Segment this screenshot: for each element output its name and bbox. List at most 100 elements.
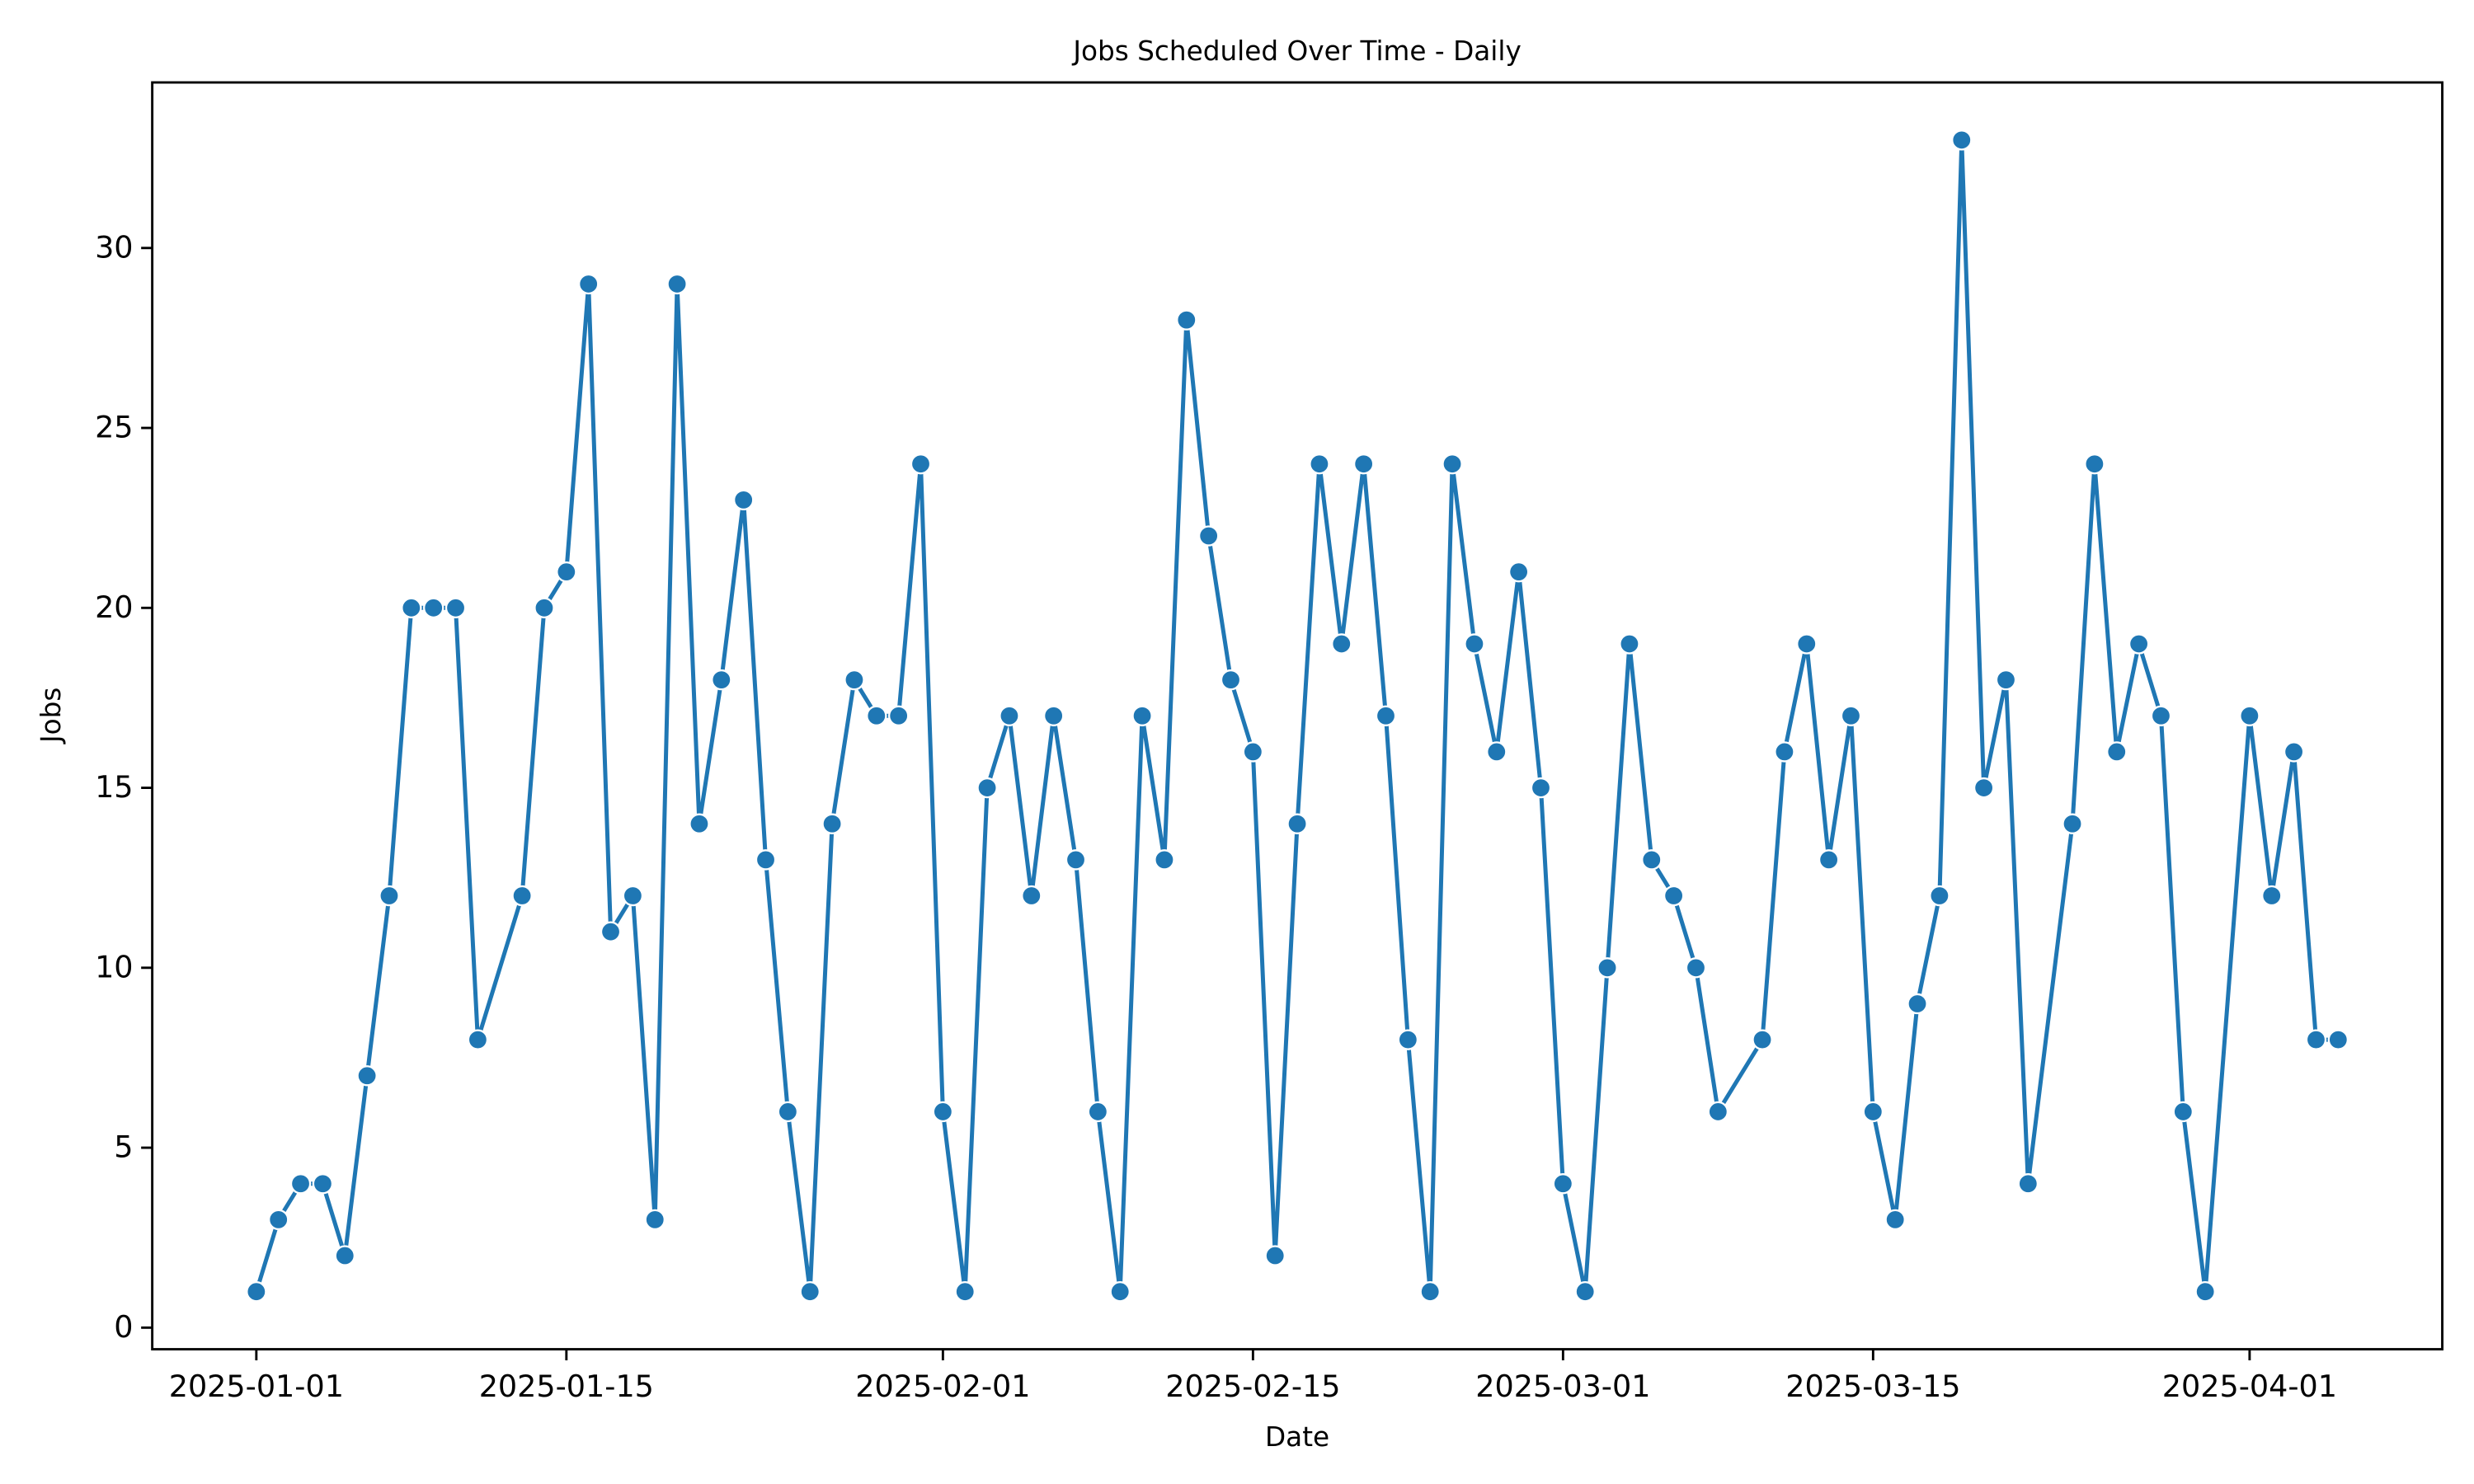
data-point — [755, 849, 777, 871]
data-point — [1486, 741, 1507, 763]
data-point — [1397, 1029, 1419, 1050]
data-point — [666, 273, 688, 295]
data-point — [777, 1101, 799, 1123]
data-point — [444, 597, 467, 619]
data-point — [1840, 705, 1862, 726]
data-point — [467, 1029, 489, 1050]
data-point — [1464, 633, 1485, 655]
data-point — [932, 1101, 954, 1123]
data-point — [910, 453, 932, 475]
data-point — [622, 885, 644, 907]
data-point — [1309, 453, 1330, 475]
data-point — [2084, 453, 2105, 475]
data-point — [2062, 813, 2083, 834]
data-point — [1087, 1101, 1109, 1123]
y-tick-label: 0 — [114, 1309, 133, 1345]
data-point — [1862, 1101, 1884, 1123]
y-tick-label: 30 — [95, 229, 133, 265]
data-point — [422, 597, 444, 619]
data-point — [356, 1065, 378, 1087]
data-point — [1552, 1173, 1574, 1195]
data-point — [2106, 741, 2128, 763]
data-point — [1619, 633, 1640, 655]
data-point — [577, 273, 600, 295]
data-point — [2239, 705, 2260, 726]
data-point — [1264, 1245, 1286, 1266]
data-point — [732, 489, 755, 511]
data-point — [1973, 777, 1995, 799]
x-tick-label: 2025-02-01 — [855, 1369, 1030, 1404]
x-tick-label: 2025-02-15 — [1165, 1369, 1340, 1404]
data-point — [1995, 669, 2017, 691]
data-point — [1375, 705, 1397, 726]
data-point — [821, 813, 843, 834]
data-point — [1065, 849, 1087, 871]
data-point — [1929, 885, 1950, 907]
data-point — [844, 669, 865, 691]
data-point — [1109, 1281, 1131, 1303]
data-point — [268, 1209, 289, 1231]
y-axis-label: Jobs — [35, 688, 67, 744]
data-point — [1707, 1101, 1729, 1123]
data-point — [1641, 849, 1663, 871]
data-point — [1597, 957, 1618, 979]
data-point — [644, 1209, 666, 1231]
data-point — [866, 705, 887, 726]
data-point — [534, 597, 555, 619]
data-point — [1154, 849, 1175, 871]
data-point — [1331, 633, 1352, 655]
data-point — [2194, 1281, 2216, 1303]
data-point — [2017, 1173, 2039, 1195]
data-point — [1907, 993, 1928, 1015]
data-point — [511, 885, 533, 907]
data-point — [1242, 741, 1264, 763]
data-point — [334, 1245, 355, 1266]
data-point — [711, 669, 732, 691]
data-point — [2327, 1029, 2349, 1050]
data-point — [1131, 705, 1153, 726]
data-point — [1818, 849, 1840, 871]
data-point — [246, 1281, 267, 1303]
data-point — [1530, 777, 1552, 799]
y-tick-label: 10 — [95, 949, 133, 984]
y-tick-label: 5 — [114, 1129, 133, 1165]
y-tick-label: 25 — [95, 410, 133, 445]
data-point — [999, 705, 1020, 726]
data-point — [976, 777, 998, 799]
data-point — [954, 1281, 976, 1303]
plot-frame — [151, 81, 2443, 1350]
data-point — [1884, 1209, 1906, 1231]
x-tick-label: 2025-01-01 — [169, 1369, 344, 1404]
data-point — [2261, 885, 2283, 907]
y-tick-label: 20 — [95, 589, 133, 625]
data-point — [1752, 1029, 1773, 1050]
data-point — [1176, 309, 1197, 331]
data-point — [1774, 741, 1795, 763]
x-tick-label: 2025-04-01 — [2162, 1369, 2337, 1404]
data-point — [1419, 1281, 1441, 1303]
data-point — [379, 885, 400, 907]
data-point — [887, 705, 910, 726]
data-point — [1685, 957, 1707, 979]
x-tick-label: 2025-01-15 — [479, 1369, 654, 1404]
data-point — [1796, 633, 1818, 655]
chart-title: Jobs Scheduled Over Time - Daily — [1071, 35, 1521, 67]
data-point — [2172, 1101, 2194, 1123]
data-point — [2128, 633, 2150, 655]
data-point — [1352, 453, 1375, 475]
data-point — [401, 597, 422, 619]
data-point — [2305, 1029, 2327, 1050]
data-point — [2150, 705, 2172, 726]
data-point — [1220, 669, 1242, 691]
data-point — [1286, 813, 1308, 834]
x-axis-label: Date — [1265, 1421, 1329, 1453]
data-point — [289, 1173, 312, 1195]
data-point — [1021, 885, 1042, 907]
data-point — [1197, 525, 1220, 547]
data-point — [556, 561, 577, 583]
data-point — [1574, 1281, 1596, 1303]
data-point — [799, 1281, 821, 1303]
